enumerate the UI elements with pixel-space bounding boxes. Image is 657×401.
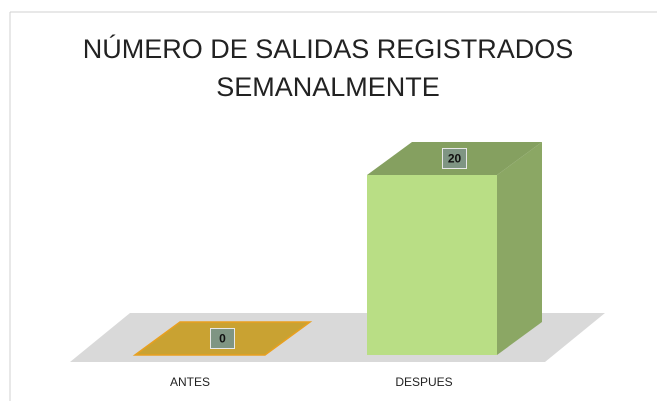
bar-front (367, 175, 497, 355)
value-label-box (442, 148, 467, 169)
value-label-box (210, 328, 235, 349)
x-tick-label: ANTES (170, 375, 210, 389)
value-label: 20 (448, 152, 462, 166)
x-tick-label: DESPUES (395, 375, 452, 389)
bar-side (497, 142, 542, 355)
value-label: 0 (219, 332, 226, 346)
chart-title: NÚMERO DE SALIDAS REGISTRADOS SEMANALMEN… (82, 34, 574, 102)
